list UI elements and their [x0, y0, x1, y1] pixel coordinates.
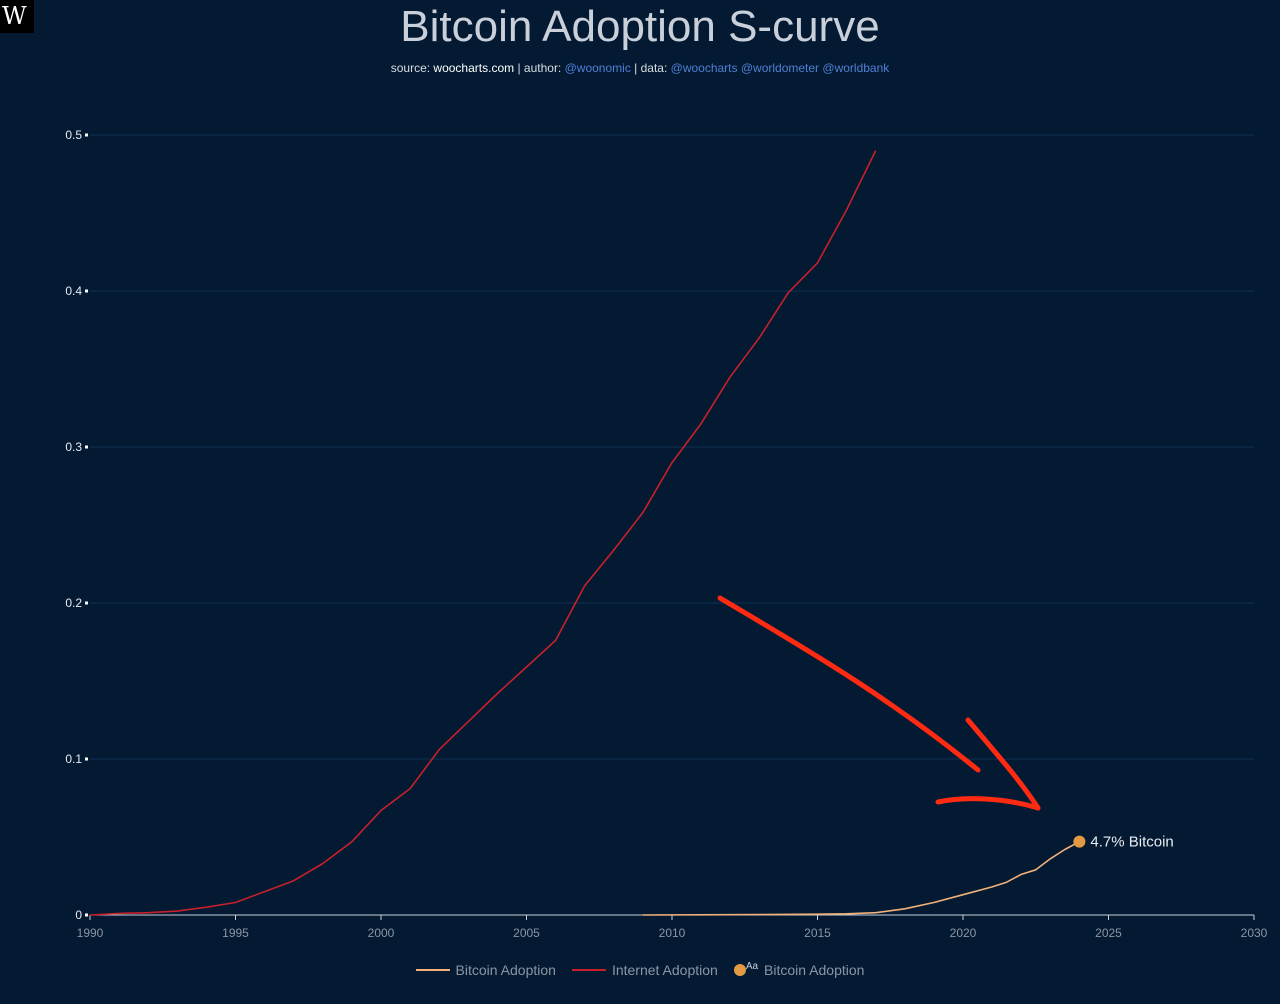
chart-subtitle: source: woocharts.com | author: @woonomi…	[0, 61, 1280, 75]
legend-line-bitcoin	[415, 969, 450, 971]
y-tick-mark	[85, 913, 88, 917]
legend-marker-icon	[733, 964, 746, 976]
woocharts-logo[interactable]: W	[0, 0, 34, 33]
legend-item-bitcoin[interactable]: Bitcoin Adoption	[415, 962, 556, 978]
source-label: source:	[390, 61, 434, 75]
y-tick-label: 0.3	[65, 440, 82, 454]
x-tick-label: 2020	[950, 926, 977, 940]
axis-layer: 0 0.1 0.2 0.3 0.4 0.5 1990 1995 2000 2005 2010 2015…	[65, 128, 1267, 940]
x-tick-label: 2005	[513, 926, 540, 940]
y-tick-label: 0	[75, 908, 82, 922]
red-arrow-head-upper	[965, 717, 1041, 811]
y-tick-label: 0.1	[65, 752, 82, 766]
legend-label-bitcoin: Bitcoin Adoption	[455, 962, 556, 978]
y-tick-mark	[85, 289, 88, 293]
y-tick-mark	[85, 445, 88, 449]
y-tick-mark	[85, 757, 88, 761]
legend-item-bitcoin-marker[interactable]: Aa Bitcoin Adoption	[733, 960, 865, 978]
bitcoin-current-label: 4.7% Bitcoin	[1090, 834, 1173, 851]
bitcoin-adoption-line	[642, 840, 1080, 916]
author-link[interactable]: @woonomic	[564, 61, 631, 75]
y-tick-label: 0.4	[65, 284, 82, 298]
internet-adoption-line	[89, 150, 877, 916]
legend-label-internet: Internet Adoption	[611, 962, 718, 978]
source-link[interactable]: woocharts.com	[433, 61, 515, 75]
x-tick-label: 2000	[368, 926, 395, 940]
author-label: | author:	[514, 61, 565, 75]
annotation-layer: 4.7% Bitcoin	[1073, 834, 1174, 851]
legend-line-internet	[571, 969, 606, 971]
red-arrow-shaft	[717, 595, 981, 773]
x-tick-label: 2015	[804, 926, 831, 940]
bitcoin-current-marker	[1073, 835, 1086, 848]
x-tick-label: 2025	[1095, 926, 1122, 940]
legend-item-internet[interactable]: Internet Adoption	[571, 962, 718, 978]
legend-label-bitcoin-marker: Bitcoin Adoption	[764, 962, 865, 978]
red-arrow-head-lower	[935, 796, 1041, 811]
data-sources-link[interactable]: @woocharts @worldometer @worldbank	[670, 61, 890, 75]
legend-aa-text: Aa	[745, 960, 759, 972]
data-label: | data:	[630, 61, 671, 75]
x-tick-label: 1990	[77, 926, 104, 940]
grid-layer	[90, 134, 1254, 760]
y-tick-label: 0.2	[65, 596, 82, 610]
series-layer	[89, 150, 1080, 916]
y-tick-mark	[85, 601, 88, 605]
y-tick-mark	[85, 133, 88, 137]
x-tick-label: 1995	[222, 926, 249, 940]
y-tick-label: 0.5	[65, 128, 82, 142]
red-arrow-annotation	[717, 595, 1041, 811]
x-tick-label: 2010	[659, 926, 686, 940]
x-tick-label: 2030	[1241, 926, 1268, 940]
chart-legend: Bitcoin Adoption Internet Adoption Aa Bi…	[0, 960, 1280, 978]
chart-title: Bitcoin Adoption S-curve	[400, 2, 880, 51]
